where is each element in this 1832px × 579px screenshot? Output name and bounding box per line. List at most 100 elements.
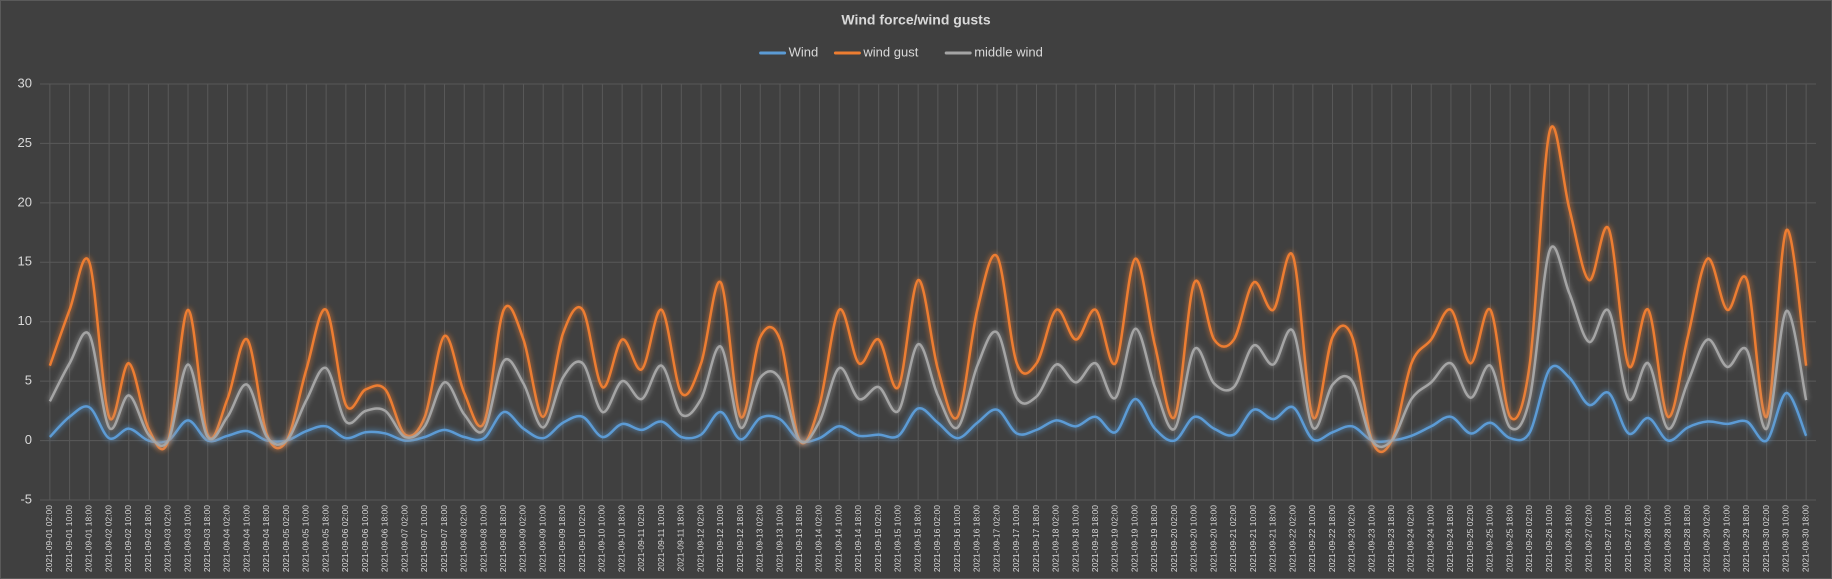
- x-tick-label: 2021-09-11 18:00: [676, 505, 686, 572]
- x-tick-label: 2021-09-16 10:00: [952, 505, 962, 572]
- x-tick-label: 2021-09-17 10:00: [1011, 505, 1021, 572]
- x-tick-label: 2021-09-12 10:00: [715, 505, 725, 572]
- x-tick-label: 2021-09-13 18:00: [794, 505, 804, 572]
- x-tick-label: 2021-09-02 02:00: [103, 505, 113, 572]
- x-tick-label: 2021-09-09 10:00: [537, 505, 547, 572]
- x-tick-label: 2021-09-02 18:00: [143, 505, 153, 572]
- legend-label: wind gust: [862, 44, 918, 59]
- x-tick-label: 2021-09-07 18:00: [439, 505, 449, 572]
- x-tick-label: 2021-09-26 10:00: [1544, 505, 1554, 572]
- x-tick-label: 2021-09-04 18:00: [261, 505, 271, 572]
- x-tick-label: 2021-09-04 10:00: [241, 505, 251, 572]
- chart-title: Wind force/wind gusts: [841, 12, 990, 28]
- x-tick-label: 2021-09-08 18:00: [498, 505, 508, 572]
- x-tick-label: 2021-09-18 18:00: [1090, 505, 1100, 572]
- x-tick-label: 2021-09-01 02:00: [44, 505, 54, 572]
- x-tick-label: 2021-09-07 10:00: [419, 505, 429, 572]
- x-tick-label: 2021-09-06 18:00: [380, 505, 390, 572]
- x-tick-label: 2021-09-12 02:00: [695, 505, 705, 572]
- y-tick-label: 10: [18, 313, 32, 328]
- x-tick-label: 2021-09-12 18:00: [735, 505, 745, 572]
- x-tick-label: 2021-09-13 02:00: [755, 505, 765, 572]
- y-tick-label: 15: [18, 254, 32, 269]
- x-tick-label: 2021-09-26 18:00: [1564, 505, 1574, 572]
- x-tick-label: 2021-09-23 02:00: [1347, 505, 1357, 572]
- x-tick-label: 2021-09-14 02:00: [814, 505, 824, 572]
- x-tick-label: 2021-09-28 18:00: [1682, 505, 1692, 572]
- x-tick-label: 2021-09-03 18:00: [202, 505, 212, 572]
- x-tick-label: 2021-09-16 02:00: [932, 505, 942, 572]
- x-tick-label: 2021-09-24 18:00: [1445, 505, 1455, 572]
- x-tick-label: 2021-09-28 02:00: [1643, 505, 1653, 572]
- x-tick-label: 2021-09-29 18:00: [1741, 505, 1751, 572]
- y-tick-label: -5: [20, 491, 32, 506]
- x-tick-label: 2021-09-08 02:00: [459, 505, 469, 572]
- x-tick-label: 2021-09-10 18:00: [616, 505, 626, 572]
- x-tick-label: 2021-09-26 02:00: [1524, 505, 1534, 572]
- x-tick-label: 2021-09-06 10:00: [360, 505, 370, 572]
- x-tick-label: 2021-09-15 10:00: [893, 505, 903, 572]
- x-tick-label: 2021-09-20 10:00: [1189, 505, 1199, 572]
- x-tick-label: 2021-09-13 10:00: [774, 505, 784, 572]
- x-tick-label: 2021-09-21 10:00: [1248, 505, 1258, 572]
- x-tick-label: 2021-09-05 10:00: [301, 505, 311, 572]
- y-tick-label: 25: [18, 135, 32, 150]
- x-tick-label: 2021-09-30 10:00: [1781, 505, 1791, 572]
- x-tick-label: 2021-09-05 02:00: [281, 505, 291, 572]
- x-tick-label: 2021-09-15 02:00: [873, 505, 883, 572]
- x-tick-label: 2021-09-22 18:00: [1327, 505, 1337, 572]
- x-tick-label: 2021-09-21 18:00: [1268, 505, 1278, 572]
- x-tick-label: 2021-09-24 02:00: [1406, 505, 1416, 572]
- x-tick-label: 2021-09-24 10:00: [1425, 505, 1435, 572]
- x-tick-label: 2021-09-01 18:00: [84, 505, 94, 572]
- x-tick-label: 2021-09-27 10:00: [1603, 505, 1613, 572]
- y-tick-label: 0: [25, 432, 32, 447]
- x-tick-label: 2021-09-20 18:00: [1208, 505, 1218, 572]
- y-tick-label: 20: [18, 194, 32, 209]
- x-tick-label: 2021-09-02 10:00: [123, 505, 133, 572]
- x-tick-label: 2021-09-25 18:00: [1504, 505, 1514, 572]
- x-tick-label: 2021-09-04 02:00: [222, 505, 232, 572]
- x-tick-label: 2021-09-14 18:00: [853, 505, 863, 572]
- x-tick-label: 2021-09-27 02:00: [1583, 505, 1593, 572]
- x-tick-label: 2021-09-29 10:00: [1721, 505, 1731, 572]
- x-tick-label: 2021-09-23 18:00: [1386, 505, 1396, 572]
- x-tick-label: 2021-09-28 10:00: [1662, 505, 1672, 572]
- x-tick-label: 2021-09-19 10:00: [1129, 505, 1139, 572]
- x-tick-label: 2021-09-03 10:00: [182, 505, 192, 572]
- series-line: [48, 364, 1808, 444]
- x-tick-label: 2021-09-21 02:00: [1228, 505, 1238, 572]
- x-tick-label: 2021-09-20 02:00: [1169, 505, 1179, 572]
- x-tick-label: 2021-09-01 10:00: [64, 505, 74, 572]
- series-line: [48, 245, 1808, 449]
- x-tick-label: 2021-09-10 02:00: [577, 505, 587, 572]
- x-tick-label: 2021-09-25 10:00: [1485, 505, 1495, 572]
- x-tick-label: 2021-09-27 18:00: [1623, 505, 1633, 572]
- x-tick-label: 2021-09-14 10:00: [833, 505, 843, 572]
- legend-label: middle wind: [974, 44, 1043, 59]
- x-tick-label: 2021-09-19 18:00: [1149, 505, 1159, 572]
- x-tick-label: 2021-09-18 02:00: [1051, 505, 1061, 572]
- x-tick-label: 2021-09-30 18:00: [1800, 505, 1810, 572]
- x-tick-label: 2021-09-17 18:00: [1031, 505, 1041, 572]
- x-tick-label: 2021-09-30 02:00: [1761, 505, 1771, 572]
- x-tick-label: 2021-09-15 18:00: [912, 505, 922, 572]
- x-tick-label: 2021-09-23 10:00: [1366, 505, 1376, 572]
- x-tick-label: 2021-09-03 02:00: [163, 505, 173, 572]
- y-tick-label: 30: [18, 75, 32, 90]
- x-tick-label: 2021-09-11 02:00: [636, 505, 646, 572]
- x-tick-label: 2021-09-29 02:00: [1702, 505, 1712, 572]
- x-tick-label: 2021-09-10 10:00: [597, 505, 607, 572]
- x-tick-label: 2021-09-05 18:00: [320, 505, 330, 572]
- x-tick-label: 2021-09-16 18:00: [972, 505, 982, 572]
- x-tick-label: 2021-09-22 10:00: [1307, 505, 1317, 572]
- x-tick-label: 2021-09-25 02:00: [1465, 505, 1475, 572]
- x-tick-label: 2021-09-09 18:00: [557, 505, 567, 572]
- x-tick-label: 2021-09-17 02:00: [991, 505, 1001, 572]
- x-tick-label: 2021-09-07 02:00: [399, 505, 409, 572]
- y-tick-label: 5: [25, 373, 32, 388]
- x-tick-label: 2021-09-06 02:00: [340, 505, 350, 572]
